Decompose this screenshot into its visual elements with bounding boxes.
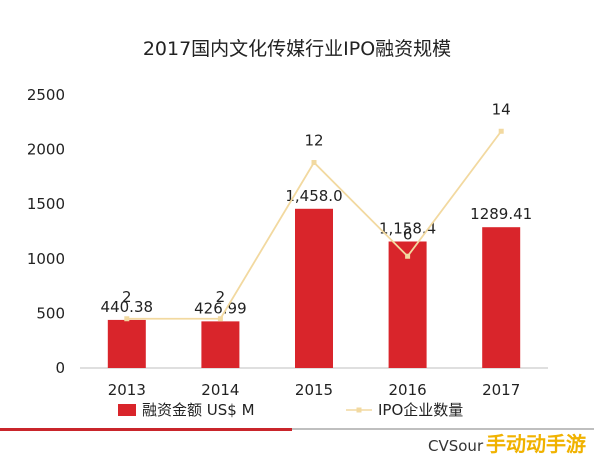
watermark: 手动动手游 (486, 432, 586, 456)
legend: 融资金额 US$ M IPO企业数量 (118, 401, 463, 419)
y-tick-label: 0 (55, 359, 65, 377)
bar-data-label: 440.38 (101, 298, 154, 316)
line-point (311, 160, 317, 165)
x-axis: 2013 2014 2015 2016 2017 (80, 367, 548, 399)
x-tick-label: 2014 (201, 381, 239, 399)
y-tick-label: 1000 (27, 250, 65, 268)
footer: CVSour 手动动手游 (0, 428, 594, 456)
bar (482, 227, 521, 368)
legend-line-label: IPO企业数量 (378, 401, 463, 419)
line-data-label: 6 (403, 225, 413, 243)
bar (201, 321, 240, 368)
line-point (405, 253, 411, 259)
x-tick-label: 2016 (389, 381, 427, 399)
line-data-label: 12 (304, 132, 323, 150)
line-point (217, 316, 223, 322)
footer-red-rule (0, 428, 292, 431)
line-data-label: 2 (122, 288, 132, 306)
y-tick-label: 2500 (27, 86, 65, 104)
y-tick-label: 2000 (27, 141, 65, 159)
y-axis: 0 500 1000 1500 2000 2500 (27, 86, 65, 377)
line-point (124, 316, 130, 322)
bar-data-label: 1289.41 (470, 205, 532, 223)
footer-gray-rule (292, 428, 594, 430)
line-series: 2 2 12 6 14 (122, 100, 511, 322)
chart-title: 2017国内文化传媒行业IPO融资规模 (143, 38, 451, 60)
source-label: CVSour (428, 437, 484, 455)
bar (388, 241, 427, 368)
bar (107, 319, 146, 368)
y-tick-label: 500 (36, 304, 65, 322)
bar-data-label: 1,158.4 (379, 220, 436, 238)
bar (295, 208, 333, 368)
line-point (498, 128, 504, 134)
legend-line-marker (356, 407, 362, 413)
line-data-label: 2 (216, 288, 226, 306)
line-data-label: 14 (492, 100, 511, 118)
bar-data-label: 426.99 (194, 299, 247, 317)
legend-bar-label: 融资金额 US$ M (142, 401, 255, 419)
x-tick-label: 2015 (295, 381, 333, 399)
x-tick-label: 2013 (108, 381, 146, 399)
legend-bar-swatch (118, 404, 136, 416)
x-tick-label: 2017 (482, 381, 520, 399)
bar-data-label: 1,458.0 (285, 187, 342, 205)
bar-series: 440.38 426.99 1,458.0 1,158.4 1289.41 (101, 187, 532, 368)
y-tick-label: 1500 (27, 195, 65, 213)
